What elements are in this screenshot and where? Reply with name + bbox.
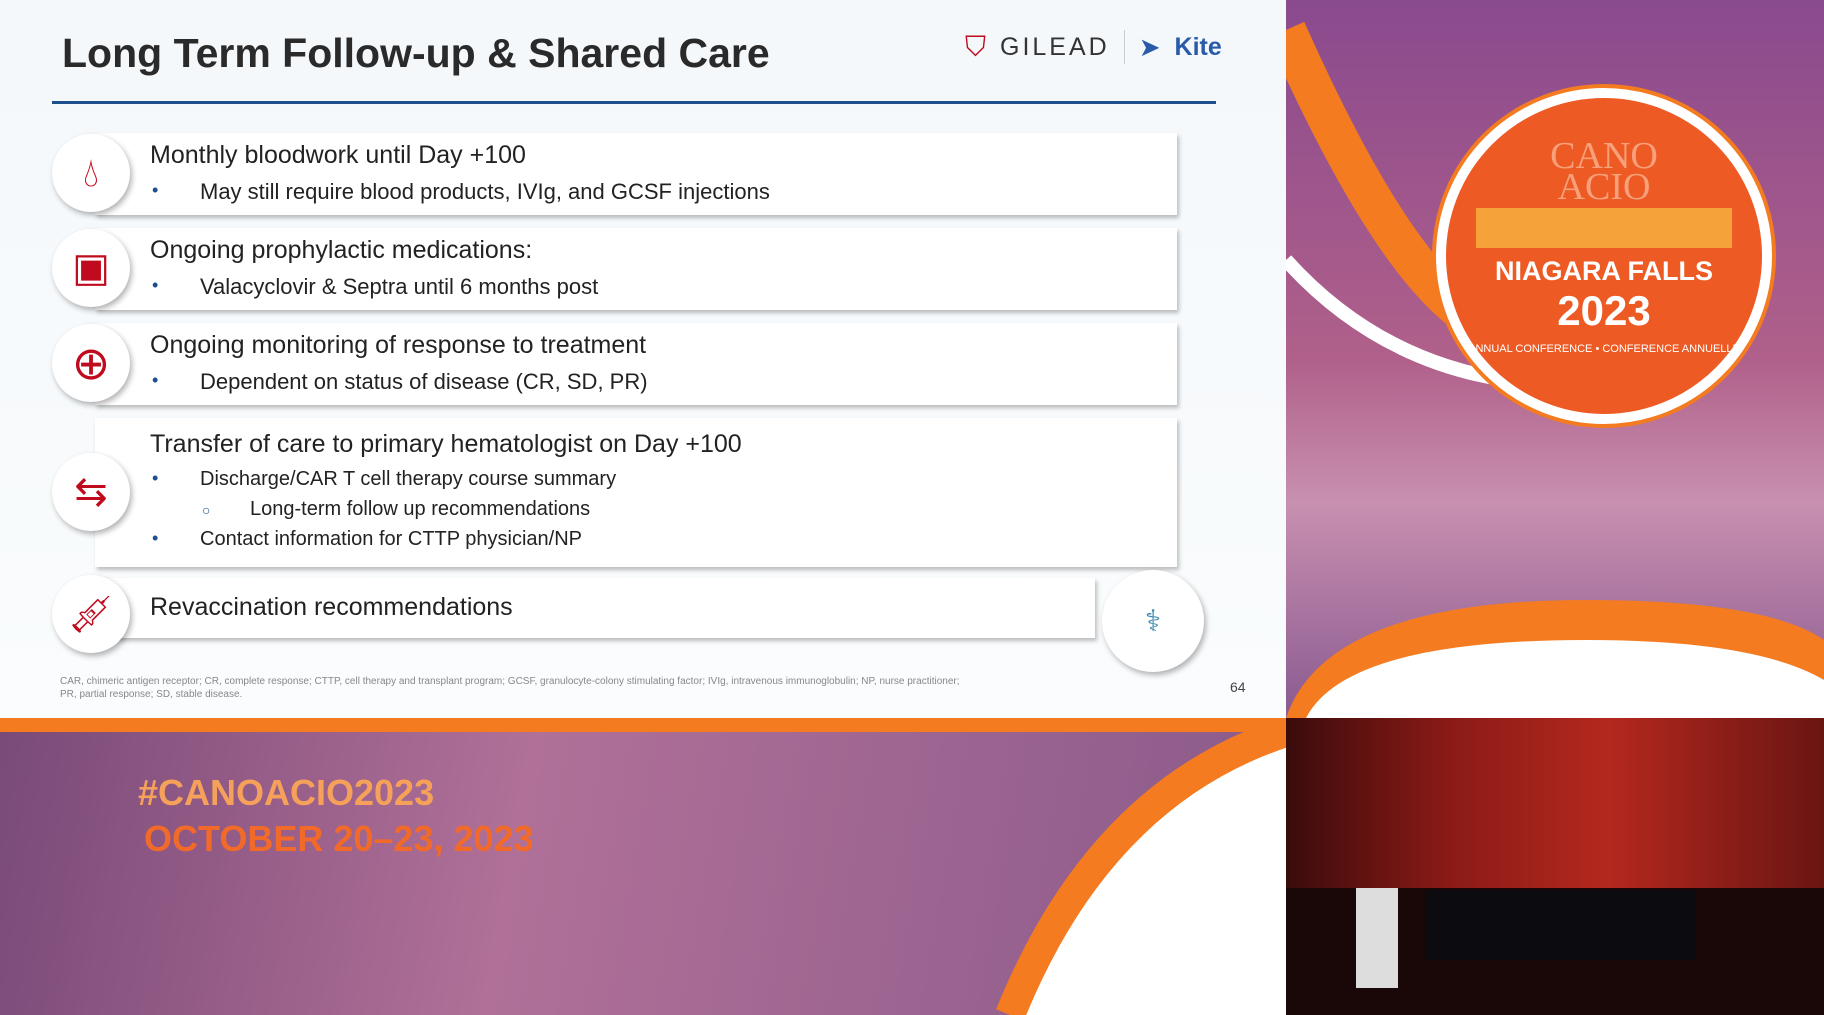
kite-logo: Kite xyxy=(1174,32,1222,61)
gilead-shield-icon: ⛉ xyxy=(965,30,987,62)
banner-arcs-graphic xyxy=(996,732,1286,1015)
item-bullet: Contact information for CTTP physician/N… xyxy=(200,528,583,550)
item-card-medications xyxy=(95,228,1177,310)
presentation-slide: Long Term Follow-up & Shared Care ⛉ GILE… xyxy=(0,0,1286,720)
transfer-arrows-icon: ⇆ xyxy=(52,453,130,531)
logo-divider xyxy=(1123,30,1125,64)
bullet-dot: • xyxy=(152,468,159,488)
gilead-logo: GILEAD xyxy=(1000,32,1110,61)
care-team-illustration-icon: ⚕ xyxy=(1102,570,1204,672)
item-card-transfer xyxy=(95,418,1177,567)
item-bullet: May still require blood products, IVIg, … xyxy=(200,179,770,204)
skyline-graphic xyxy=(1476,208,1732,248)
bullet-dot: • xyxy=(152,275,159,295)
conference-panel: CANO ACIO NIAGARA FALLS 2023 ANNUAL CONF… xyxy=(1286,0,1824,718)
page-number: 64 xyxy=(1230,679,1246,695)
podium xyxy=(1356,888,1398,988)
item-bullet: Dependent on status of disease (CR, SD, … xyxy=(200,369,648,394)
badge-year: 2023 xyxy=(1557,287,1651,334)
item-bullet: Discharge/CAR T cell therapy course summ… xyxy=(200,468,617,490)
speaker-video-feed xyxy=(1286,718,1824,1015)
item-heading: Transfer of care to primary hematologist… xyxy=(150,430,742,458)
bullet-dot: • xyxy=(152,528,159,548)
item-card-monitoring xyxy=(95,323,1177,405)
kite-plane-icon: ➤ xyxy=(1138,31,1161,62)
item-card-bloodwork xyxy=(95,133,1177,215)
badge-ring-text: ANNUAL CONFERENCE • CONFERENCE ANNUELLE xyxy=(1468,343,1740,355)
blood-drop-icon: 💧︎ xyxy=(52,134,130,212)
sponsor-logos: ⛉ GILEAD ➤ Kite xyxy=(965,30,1222,64)
badge-location: NIAGARA FALLS xyxy=(1495,256,1713,286)
white-arc-bottom xyxy=(1306,640,1824,718)
footnote: CAR, chimeric antigen receptor; CR, comp… xyxy=(60,676,960,700)
sub-bullet-circle: ○ xyxy=(202,502,211,518)
conference-banner: #CANOACIO2023 OCTOBER 20–23, 2023 xyxy=(0,732,1286,1015)
white-arc xyxy=(1286,255,1508,387)
bullet-dot: • xyxy=(152,370,159,390)
orange-band xyxy=(0,718,1286,732)
title-rule xyxy=(52,101,1216,104)
badge-line1: CANO xyxy=(1550,135,1658,177)
badge-line2: ACIO xyxy=(1557,166,1651,208)
slide-title: Long Term Follow-up & Shared Care xyxy=(62,30,770,76)
item-heading: Revaccination recommendations xyxy=(150,593,513,621)
item-card-revaccination xyxy=(95,578,1095,638)
conference-dates: OCTOBER 20–23, 2023 xyxy=(144,818,534,859)
item-heading: Monthly bloodwork until Day +100 xyxy=(150,141,526,169)
item-heading: Ongoing prophylactic medications: xyxy=(150,236,533,264)
item-heading: Ongoing monitoring of response to treatm… xyxy=(150,331,647,359)
item-subbullet: Long-term follow up recommendations xyxy=(250,498,591,520)
bullet-dot: • xyxy=(152,180,159,200)
hashtag: #CANOACIO2023 xyxy=(138,772,435,813)
white-arc xyxy=(1010,732,1286,1015)
orange-arc xyxy=(996,732,1286,1015)
conference-badge: CANO ACIO NIAGARA FALLS 2023 ANNUAL CONF… xyxy=(1436,88,1772,424)
syringe-icon: 💉︎ xyxy=(52,575,130,653)
pill-bottle-icon: ▣ xyxy=(52,229,130,307)
item-bullet: Valacyclovir & Septra until 6 months pos… xyxy=(200,274,599,299)
panel-table xyxy=(1426,890,1696,960)
medical-cross-icon: ⊕ xyxy=(52,324,130,402)
